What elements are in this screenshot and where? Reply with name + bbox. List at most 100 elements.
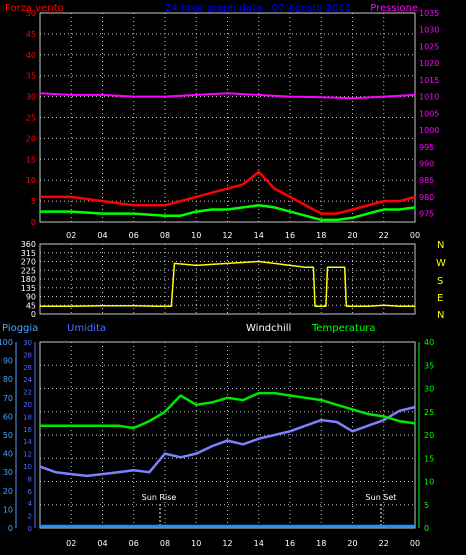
- climate-panel-x-tick: 10: [191, 539, 201, 548]
- wind-y-tick: 15: [26, 155, 36, 164]
- wind-panel-x-tick: 04: [97, 231, 107, 240]
- rain-y-tick: 10: [3, 505, 13, 514]
- left-axis-label: Forza vento: [5, 3, 64, 14]
- wind-y-tick: 35: [26, 72, 36, 81]
- rain-y-tick: 50: [3, 431, 13, 440]
- pressure-y-tick: 975: [419, 210, 434, 219]
- pressure-y-tick: 1020: [419, 59, 439, 68]
- direction-label-n-top: N: [437, 240, 444, 251]
- climate-panel-x-tick: 16: [285, 539, 295, 548]
- temperature-label: Temperatura: [311, 323, 376, 334]
- rain-y-tick: 0: [8, 524, 13, 533]
- humidity-series: [39, 405, 416, 478]
- rain-y-tick: 80: [3, 375, 13, 384]
- rain-label: Pioggia: [2, 323, 38, 334]
- direction-label-w: W: [436, 258, 446, 269]
- pressure-y-tick: 1015: [419, 76, 439, 85]
- temperature-series: [40, 391, 416, 430]
- windchill-label: Windchill: [246, 323, 291, 334]
- rain-y-tick: 20: [3, 487, 13, 496]
- wind-panel-x-tick: 12: [222, 231, 232, 240]
- wind-panel-x-tick: 06: [129, 231, 139, 240]
- direction-y-tick: 360: [21, 240, 36, 249]
- climate-panel-x-tick: 18: [316, 539, 326, 548]
- temperature-y-tick: 20: [424, 431, 434, 440]
- rain-y-tick: 40: [3, 450, 13, 459]
- humidity-y-tick: 10: [23, 463, 32, 471]
- humidity-y-tick: 22: [23, 389, 32, 397]
- wind-panel-x-tick: 02: [66, 231, 76, 240]
- climate-panel-x-tick: 22: [379, 539, 389, 548]
- humidity-y-tick: 0: [28, 525, 32, 533]
- pressure-y-tick: 1035: [419, 9, 439, 18]
- wind-panel-x-tick: 18: [316, 231, 326, 240]
- climate-panel-x-tick: 00: [410, 539, 420, 548]
- wind-speed-series: [40, 204, 416, 222]
- chart-title: 24 hour graph data - 07 Agosto 2013: [165, 3, 351, 14]
- rain-y-tick: 90: [3, 357, 13, 366]
- temperature-y-tick: 35: [424, 361, 434, 370]
- humidity-y-tick: 28: [23, 351, 32, 359]
- humidity-y-tick: 6: [28, 488, 33, 496]
- wind-y-tick: 10: [26, 176, 36, 185]
- wind-y-tick: 0: [31, 218, 36, 227]
- wind-panel-x-tick: 22: [379, 231, 389, 240]
- direction-y-tick: 45: [26, 301, 36, 310]
- pressure-y-tick: 1000: [419, 126, 439, 135]
- climate-panel-x-tick: 02: [66, 539, 76, 548]
- direction-y-tick: 180: [21, 275, 36, 284]
- rain-y-tick: 60: [3, 412, 13, 421]
- humidity-y-tick: 26: [23, 364, 32, 372]
- humidity-y-tick: 2: [28, 513, 32, 521]
- humidity-y-tick: 16: [23, 426, 32, 434]
- pressure-y-tick: 1010: [419, 93, 439, 102]
- climate-panel-x-tick: 04: [97, 539, 107, 548]
- wind-panel-x-tick: 16: [285, 231, 295, 240]
- humidity-y-tick: 12: [23, 451, 32, 459]
- wind-panel-x-tick: 00: [410, 231, 420, 240]
- rain-y-tick: 30: [3, 468, 13, 477]
- sunrise-label: Sun Rise: [142, 493, 177, 502]
- pressure-y-tick: 995: [419, 143, 434, 152]
- wind-direction-series: [40, 260, 415, 307]
- wind-panel-x-tick: 10: [191, 231, 201, 240]
- wind-y-tick: 20: [26, 134, 36, 143]
- pressure-series: [39, 92, 416, 100]
- temperature-y-tick: 40: [424, 338, 434, 347]
- temperature-y-tick: 25: [424, 408, 434, 417]
- wind-panel-x-tick: 14: [254, 231, 264, 240]
- humidity-y-tick: 8: [28, 475, 32, 483]
- temperature-y-tick: 10: [424, 478, 434, 487]
- humidity-label: Umidita: [67, 323, 106, 334]
- sunset-label: Sun Set: [366, 493, 397, 502]
- rain-y-tick: 100: [0, 338, 13, 347]
- humidity-y-tick: 4: [28, 500, 33, 508]
- temperature-y-tick: 15: [424, 454, 434, 463]
- wind-panel-x-tick: 20: [347, 231, 357, 240]
- tick-labels-layer: 0510152025303540455097598098599099510001…: [0, 9, 439, 548]
- right-axis-label: Pressione: [370, 3, 418, 14]
- humidity-y-tick: 24: [23, 376, 32, 384]
- series-layer: [39, 92, 416, 528]
- direction-label-e: E: [437, 293, 443, 304]
- rain-y-tick: 70: [3, 394, 13, 403]
- temperature-y-tick: 0: [424, 524, 429, 533]
- direction-y-tick: 135: [21, 284, 36, 293]
- wind-y-tick: 5: [31, 197, 36, 206]
- climate-panel-x-tick: 14: [254, 539, 264, 548]
- climate-panel-x-tick: 08: [160, 539, 170, 548]
- wind-y-tick: 50: [26, 9, 36, 18]
- climate-panel-x-tick: 12: [222, 539, 232, 548]
- wind-y-tick: 40: [26, 51, 36, 60]
- humidity-y-tick: 30: [23, 339, 32, 347]
- grid-layer: [15, 13, 420, 528]
- direction-y-tick: 90: [26, 293, 36, 302]
- climate-panel-x-tick: 20: [347, 539, 357, 548]
- humidity-y-tick: 20: [23, 401, 32, 409]
- gust-series: [40, 170, 416, 215]
- humidity-y-tick: 14: [23, 438, 32, 446]
- direction-y-tick: 225: [21, 266, 36, 275]
- temperature-y-tick: 30: [424, 385, 434, 394]
- direction-y-tick: 315: [21, 249, 36, 258]
